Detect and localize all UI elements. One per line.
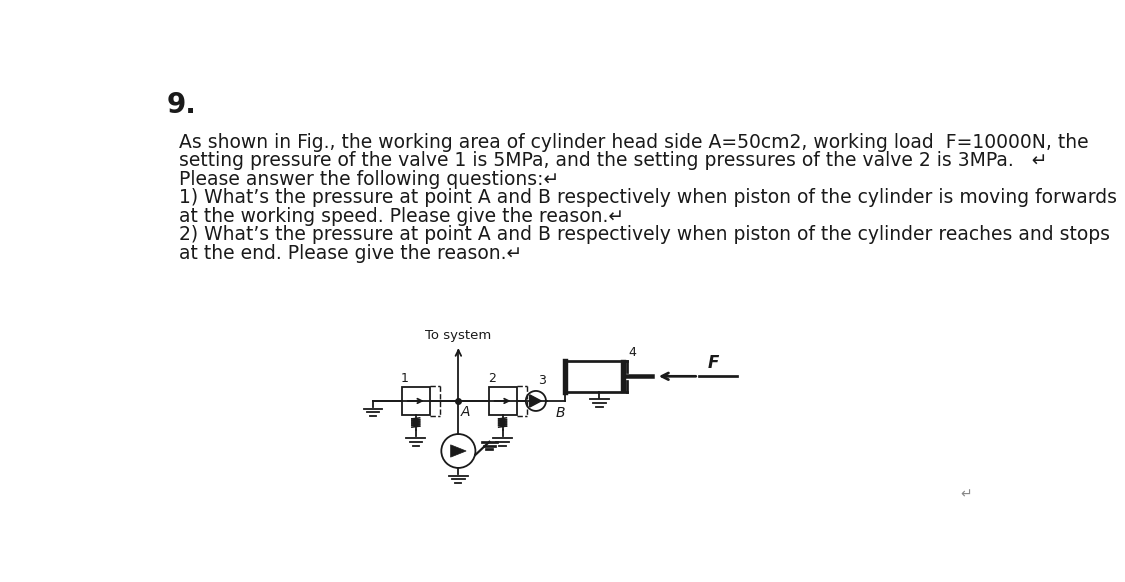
Text: ↵: ↵	[961, 487, 972, 501]
Text: B: B	[556, 406, 565, 420]
Text: Please answer the following questions:↵: Please answer the following questions:↵	[179, 170, 559, 189]
Text: 1: 1	[400, 372, 408, 385]
Text: setting pressure of the valve 1 is 5MPa, and the setting pressures of the valve : setting pressure of the valve 1 is 5MPa,…	[179, 151, 1047, 171]
Text: A: A	[461, 405, 470, 419]
Text: 2: 2	[488, 372, 496, 385]
Text: To system: To system	[425, 329, 492, 342]
Text: 1) What’s the pressure at point A and B respectively when piston of the cylinder: 1) What’s the pressure at point A and B …	[179, 189, 1117, 207]
Circle shape	[441, 434, 476, 468]
Circle shape	[525, 391, 546, 411]
Text: 2) What’s the pressure at point A and B respectively when piston of the cylinder: 2) What’s the pressure at point A and B …	[179, 225, 1110, 244]
Text: As shown in Fig., the working area of cylinder head side A=50cm2, working load  : As shown in Fig., the working area of cy…	[179, 133, 1089, 152]
Text: 9.: 9.	[166, 91, 196, 119]
Text: 3: 3	[538, 374, 546, 387]
Polygon shape	[451, 445, 466, 457]
Text: at the end. Please give the reason.↵: at the end. Please give the reason.↵	[179, 244, 523, 263]
Polygon shape	[530, 395, 541, 407]
Bar	[402, 387, 430, 415]
Text: 4: 4	[628, 346, 636, 359]
Bar	[488, 387, 516, 415]
Text: at the working speed. Please give the reason.↵: at the working speed. Please give the re…	[179, 207, 624, 226]
Text: F: F	[708, 354, 719, 372]
